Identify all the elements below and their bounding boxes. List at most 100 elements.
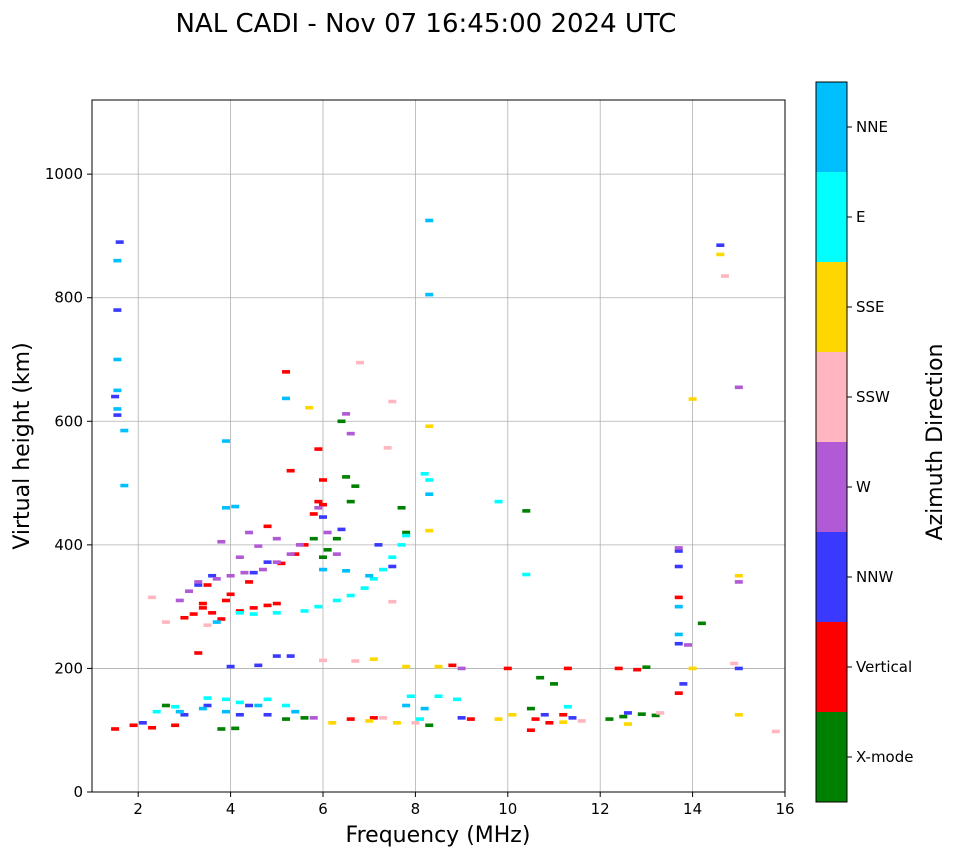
data-point-x-mode [309,536,318,541]
data-point-e [425,478,434,482]
data-point-nne [425,492,434,496]
data-point-nnw [679,682,688,686]
data-point-nne [175,709,184,714]
data-point-e [434,694,443,699]
data-point-vertical [545,721,554,725]
data-point-w [457,666,466,671]
data-point-sse [716,252,725,257]
data-point-x-mode [522,509,531,513]
data-point-w [683,643,692,647]
data-point-ssw [720,274,729,278]
data-point-x-mode [637,712,646,716]
data-point-vertical [291,552,300,556]
data-point-e [563,704,572,709]
colorbar-frame [815,81,848,803]
data-point-x-mode [319,555,327,560]
x-tick-label: 4 [226,800,236,818]
data-point-x-mode [217,727,226,731]
data-point-nnw [208,573,217,578]
data-point-sse [392,721,401,725]
data-point-e [152,709,161,714]
data-point-vertical [235,609,244,613]
colorbar-segment [816,532,847,622]
data-point-nnw [374,543,383,547]
x-tick-label: 8 [411,800,421,818]
y-tick-label: 0 [73,783,83,801]
data-point-vertical [249,606,258,610]
data-point-w [194,580,203,584]
data-point-nne [674,632,683,637]
data-point-e [249,612,258,616]
data-point-vertical [263,603,272,608]
data-point-w [217,539,226,544]
grid [92,100,786,793]
y-tick-label: 600 [54,412,83,430]
data-point-nnw [540,712,549,717]
data-point-vertical [171,723,180,728]
data-point-w [240,570,249,575]
colorbar-segment [816,82,847,172]
data-point-sse [305,405,314,410]
data-point-nne [113,407,122,411]
data-point-nnw [272,654,281,658]
data-point-ssw [771,729,780,734]
colorbar-tick-label: SSE [856,298,885,316]
data-point-nnw [286,654,295,658]
data-point-nne [342,569,351,573]
colorbar-tick-label: Vertical [856,658,912,676]
data-point-ssw [388,399,397,404]
colorbar-segment [816,262,847,352]
data-point-sse [559,720,568,724]
data-point-e [522,572,531,577]
data-point-nne [212,620,221,624]
data-point-nnw [235,712,244,717]
data-point-ssw [351,659,360,663]
data-point-sse [434,664,443,669]
data-point-nnw [180,712,189,717]
data-point-nnw [113,308,122,312]
data-point-sse [425,528,434,533]
data-point-x-mode [397,505,406,510]
colorbar-tick-label: X-mode [856,748,913,766]
data-point-vertical [226,592,235,597]
chart-title: NAL CADI - Nov 07 16:45:00 2024 UTC [176,9,677,39]
data-point-vertical [221,598,230,603]
data-point-vertical [319,502,327,507]
data-point-x-mode [550,682,558,686]
data-point-sse [494,717,503,721]
data-point-w [314,505,323,510]
data-point-nne [113,258,122,263]
data-point-vertical [194,651,203,655]
data-point-e [282,703,291,708]
data-point-nnw [249,570,258,575]
data-point-vertical [111,727,120,731]
data-point-x-mode [161,703,170,708]
data-point-nnw [734,666,743,671]
data-point-nnw [674,549,683,553]
data-point-vertical [614,666,623,671]
data-point-x-mode [605,717,614,721]
data-point-w [346,431,355,436]
data-point-w [235,555,244,560]
data-point-nne [221,505,230,510]
data-point-ssw [383,446,392,450]
y-tick-label: 800 [54,289,83,307]
data-point-vertical [148,725,157,730]
data-point-nne [221,709,230,714]
data-point-vertical [503,666,512,671]
data-point-e [416,717,425,721]
data-point-sse [734,573,743,578]
data-point-x-mode [402,530,411,535]
data-point-nne [291,709,300,714]
data-point-ssw [730,661,739,666]
colorbar-tick-label: W [856,478,871,496]
data-point-nnw [111,394,120,399]
data-point-vertical [559,712,568,717]
data-point-vertical [263,524,272,529]
data-point-ssw [161,620,170,624]
data-point-e [406,694,415,699]
data-point-ssw [203,623,212,627]
data-point-nne [425,218,434,223]
data-point-nne [113,388,122,393]
data-point-vertical [282,370,291,374]
